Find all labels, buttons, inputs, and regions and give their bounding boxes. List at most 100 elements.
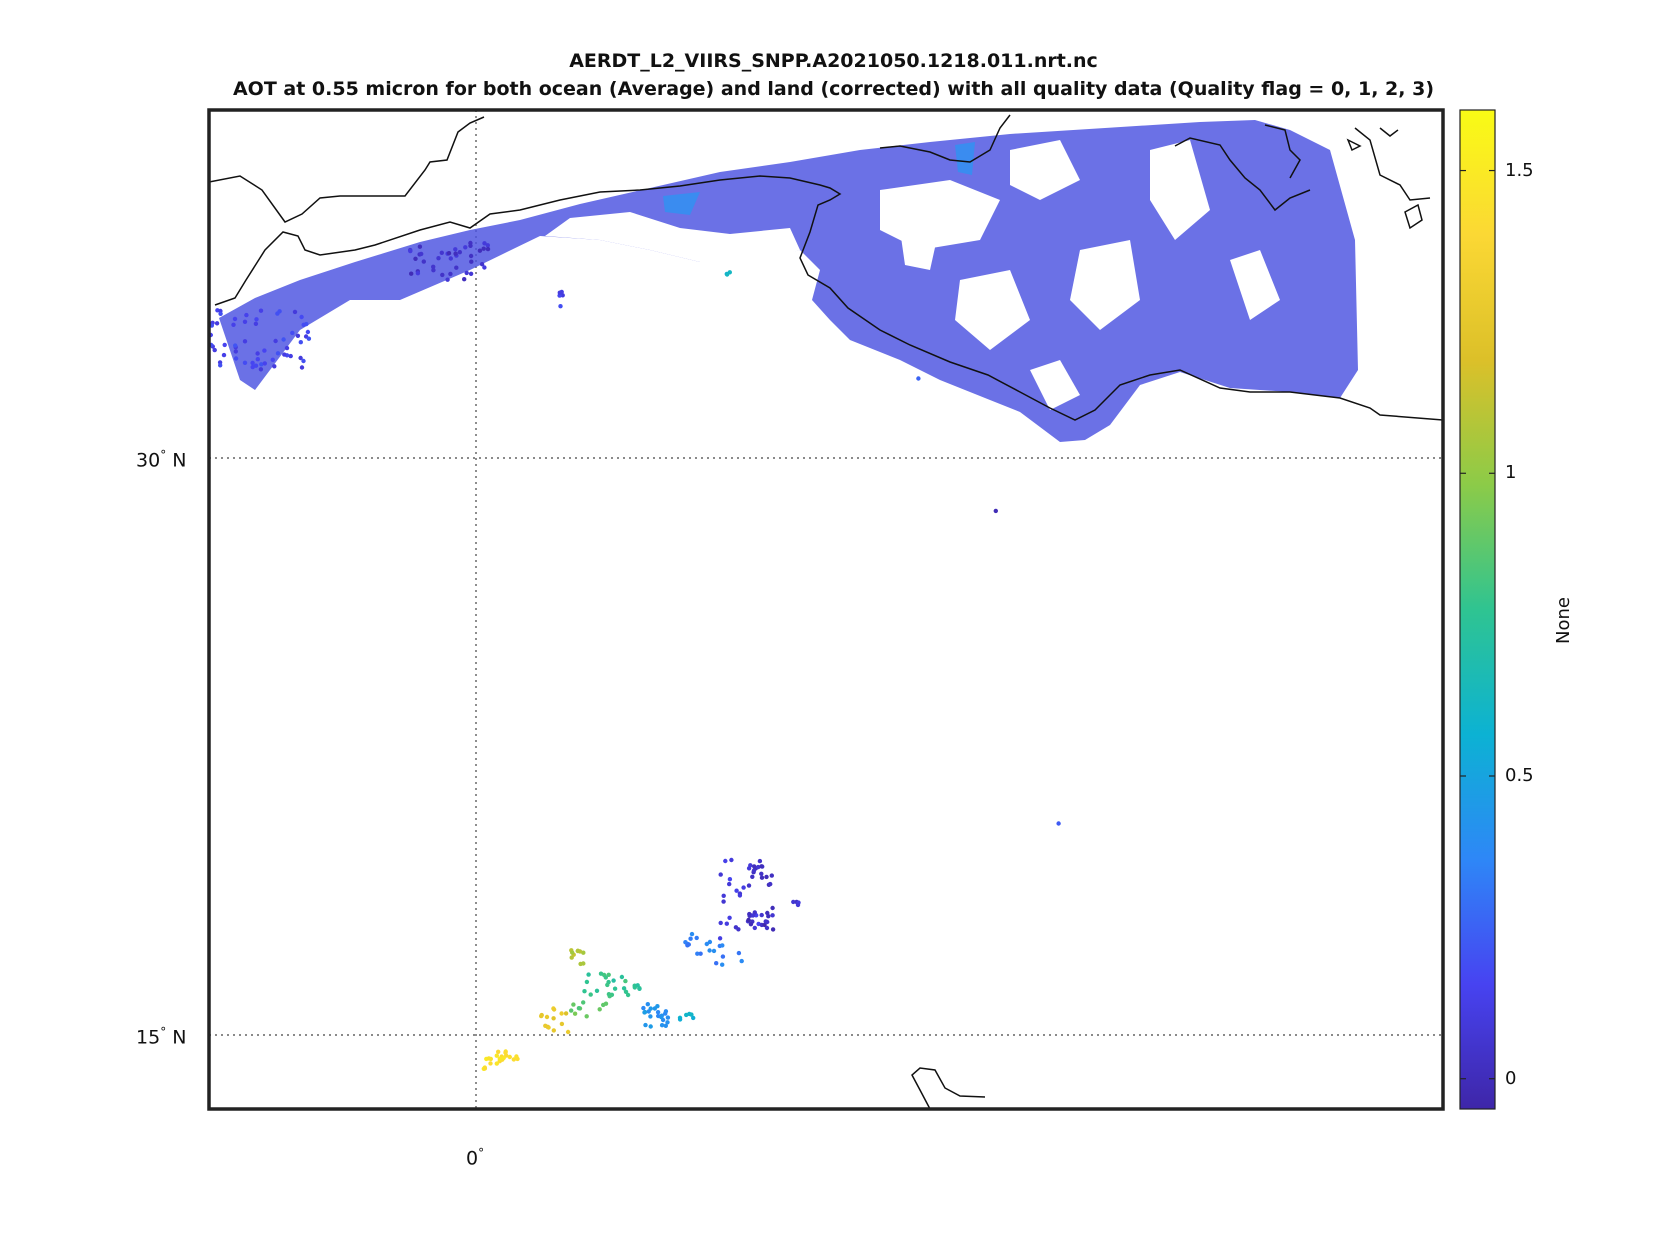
aot-point: [275, 351, 281, 356]
aot-point: [646, 1009, 651, 1014]
data-gap: [1070, 240, 1140, 330]
aot-point: [570, 950, 575, 955]
aot-point: [242, 319, 248, 324]
aot-point: [759, 875, 765, 880]
aot-point: [645, 1002, 650, 1007]
aot-point: [244, 312, 249, 318]
aot-point: [1056, 821, 1061, 826]
aot-point: [612, 986, 618, 991]
aot-point: [571, 1002, 576, 1007]
aot-point: [659, 1022, 665, 1028]
aot-point: [993, 508, 998, 514]
aot-point: [298, 355, 303, 361]
aot-point: [469, 259, 474, 264]
aot-point: [791, 899, 796, 905]
colorbar-label: None: [1552, 597, 1574, 644]
lat-label-30n: 30° N: [136, 448, 187, 472]
aot-point: [729, 857, 734, 863]
colorbar-tick-label: 1.5: [1505, 159, 1534, 181]
aot-point: [415, 271, 421, 276]
aot-point: [741, 885, 746, 890]
aot-point: [619, 974, 625, 980]
aot-point: [641, 1005, 646, 1011]
aot-point: [621, 986, 627, 991]
aot-point: [262, 361, 267, 366]
colorbar: [1459, 109, 1496, 1110]
aot-point: [242, 360, 248, 365]
aot-point: [468, 271, 474, 276]
aot-point: [746, 883, 752, 888]
aot-point: [482, 241, 487, 246]
aot-point: [290, 330, 295, 336]
aot-point: [737, 893, 743, 898]
aot-point: [305, 329, 311, 335]
aot-point: [688, 936, 693, 941]
lon-label-0: 0°: [466, 1146, 485, 1170]
aot-point: [273, 338, 278, 344]
aot-point: [686, 942, 691, 947]
aot-point: [295, 333, 301, 338]
aot-point: [694, 935, 699, 941]
aot-point: [637, 986, 642, 991]
aot-point: [431, 264, 436, 269]
aot-point: [559, 1011, 564, 1016]
aot-point: [453, 251, 458, 256]
aot-point: [762, 922, 767, 928]
aot-point: [663, 1009, 669, 1014]
aot-point: [539, 1013, 544, 1019]
aot-point: [288, 353, 293, 359]
coastline: [1379, 127, 1399, 137]
aot-point: [663, 1023, 668, 1028]
aot-point: [477, 248, 483, 253]
aot-point: [409, 271, 414, 276]
northern-swath-area: [219, 120, 1358, 442]
aot-point: [691, 1015, 696, 1021]
aot-point: [494, 1053, 499, 1058]
aot-point: [770, 905, 775, 911]
high-aot-patch: [663, 192, 700, 215]
aot-point: [632, 985, 637, 990]
aot-point: [250, 360, 255, 366]
map-subtitle: AOT at 0.55 micron for both ocean (Avera…: [232, 78, 1435, 100]
aot-point: [582, 989, 587, 994]
aot-point: [445, 277, 450, 282]
aot-point: [544, 1014, 550, 1020]
aot-point: [581, 961, 586, 966]
aot-point: [448, 271, 453, 277]
aot-point: [718, 872, 723, 877]
aot-point: [284, 345, 290, 351]
aot-point: [656, 1013, 661, 1019]
aot-point: [594, 988, 600, 993]
aot-point: [440, 272, 445, 278]
aot-point: [457, 250, 462, 255]
map-frame: [207, 108, 1445, 1111]
aot-point: [748, 863, 753, 868]
aot-point: [795, 902, 801, 908]
data-gap: [900, 225, 940, 270]
aot-point: [494, 1061, 499, 1066]
aot-point: [558, 304, 563, 309]
aot-point: [233, 343, 238, 348]
aot-point: [497, 1056, 502, 1062]
aot-point: [747, 913, 752, 918]
colorbar-tick-label: 0.5: [1505, 765, 1534, 786]
coastline: [214, 175, 1443, 421]
aot-point: [711, 948, 717, 954]
aot-point: [707, 939, 713, 945]
aot-point: [496, 1049, 501, 1055]
aot-point: [479, 262, 485, 267]
aot-point: [253, 321, 259, 326]
colorbar-tick-label: 0: [1505, 1067, 1517, 1089]
aot-scatter-points: [208, 240, 1061, 1072]
aot-point: [723, 858, 728, 864]
aot-point: [259, 362, 264, 367]
aot-point: [748, 922, 754, 927]
aot-point: [546, 1025, 551, 1030]
aot-point: [588, 992, 593, 997]
data-gap: [1230, 250, 1280, 320]
aot-point: [462, 277, 467, 282]
aot-point: [572, 1011, 578, 1016]
aot-point: [218, 363, 223, 368]
aot-point: [665, 1020, 670, 1025]
aot-point: [750, 913, 756, 918]
